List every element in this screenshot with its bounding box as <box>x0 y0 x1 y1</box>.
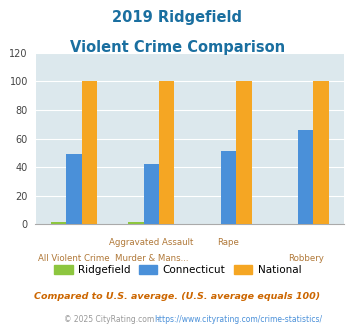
Text: Violent Crime Comparison: Violent Crime Comparison <box>70 40 285 54</box>
Bar <box>128 221 143 224</box>
Text: Aggravated Assault: Aggravated Assault <box>109 238 193 247</box>
Text: All Violent Crime: All Violent Crime <box>38 254 110 263</box>
Bar <box>51 221 66 224</box>
Bar <box>159 82 174 224</box>
Bar <box>298 130 313 224</box>
Legend: Ridgefield, Connecticut, National: Ridgefield, Connecticut, National <box>50 261 305 280</box>
Text: Rape: Rape <box>218 238 240 247</box>
Text: Murder & Mans...: Murder & Mans... <box>115 254 188 263</box>
Bar <box>82 82 97 224</box>
Text: 2019 Ridgefield: 2019 Ridgefield <box>113 10 242 25</box>
Bar <box>313 82 329 224</box>
Text: https://www.cityrating.com/crime-statistics/: https://www.cityrating.com/crime-statist… <box>154 315 323 324</box>
Text: Compared to U.S. average. (U.S. average equals 100): Compared to U.S. average. (U.S. average … <box>34 292 321 301</box>
Text: Robbery: Robbery <box>288 254 324 263</box>
Bar <box>236 82 252 224</box>
Bar <box>143 164 159 224</box>
Bar <box>66 154 82 224</box>
Text: © 2025 CityRating.com -: © 2025 CityRating.com - <box>64 315 162 324</box>
Bar <box>221 151 236 224</box>
